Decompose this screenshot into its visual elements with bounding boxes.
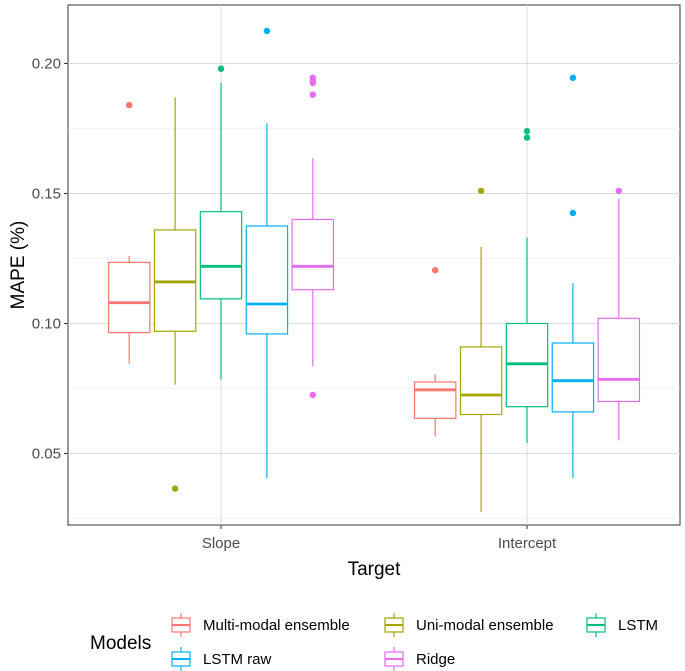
box-lstm-intercept bbox=[505, 127, 549, 444]
x-axis-title: Target bbox=[348, 559, 402, 580]
legend-label: LSTM raw bbox=[203, 651, 272, 668]
outlier-point-0 bbox=[126, 101, 133, 109]
y-axis-title: MAPE (%) bbox=[8, 221, 29, 310]
legend-item-uni-modal-ensemble: Uni-modal ensemble bbox=[384, 613, 554, 637]
box-lstm-raw-intercept bbox=[551, 74, 595, 479]
y-tick-label-1: 0.10 bbox=[32, 316, 61, 333]
box-lstm-raw-slope bbox=[245, 27, 289, 479]
y-axis: 0.05 0.10 0.15 0.20 bbox=[32, 56, 68, 463]
outlier-point-0 bbox=[217, 65, 225, 72]
outlier-point-1 bbox=[309, 91, 316, 98]
outlier-point-0 bbox=[477, 187, 485, 195]
box-ridge-intercept bbox=[597, 187, 641, 441]
x-tick-label-0: Slope bbox=[202, 535, 240, 552]
outlier-point-0 bbox=[309, 391, 316, 399]
box-body bbox=[413, 381, 457, 420]
outlier-point-0 bbox=[171, 485, 179, 492]
legend-title: Models bbox=[90, 633, 151, 654]
legend-label: LSTM bbox=[618, 617, 658, 634]
outlier-point-1 bbox=[569, 74, 577, 82]
outlier-point-0 bbox=[615, 187, 622, 195]
box-body bbox=[597, 317, 641, 403]
box-multi-modal-ensemble-intercept bbox=[413, 267, 457, 437]
y-tick-label-0: 0.05 bbox=[32, 446, 61, 463]
legend-item-lstm: LSTM bbox=[586, 613, 658, 637]
outlier-point-4 bbox=[309, 74, 316, 82]
box-body bbox=[199, 211, 243, 300]
y-tick-label-2: 0.15 bbox=[32, 186, 61, 203]
box-uni-modal-ensemble-slope bbox=[153, 97, 197, 492]
outlier-point-0 bbox=[569, 209, 577, 217]
outlier-point-0 bbox=[432, 267, 439, 274]
x-tick-label-1: Intercept bbox=[498, 535, 557, 552]
legend-label: Ridge bbox=[416, 651, 455, 668]
legend-item-ridge: Ridge bbox=[384, 647, 455, 671]
box-series bbox=[107, 27, 641, 512]
box-lstm-slope bbox=[199, 65, 243, 380]
outlier-point-0 bbox=[263, 27, 271, 35]
legend-item-multi-modal-ensemble: Multi-modal ensemble bbox=[171, 613, 350, 637]
legend-item-lstm-raw: LSTM raw bbox=[171, 647, 272, 671]
box-uni-modal-ensemble-intercept bbox=[459, 187, 503, 512]
box-body bbox=[459, 346, 503, 416]
legend: Models Multi-modal ensemble Uni-modal ens… bbox=[90, 613, 658, 671]
box-body bbox=[551, 342, 595, 413]
y-tick-label-3: 0.20 bbox=[32, 56, 61, 73]
box-ridge-slope bbox=[291, 74, 335, 399]
legend-label: Uni-modal ensemble bbox=[416, 617, 554, 634]
box-body bbox=[291, 218, 335, 291]
legend-label: Multi-modal ensemble bbox=[203, 617, 350, 634]
x-axis: Slope Intercept bbox=[202, 525, 557, 552]
box-body bbox=[107, 261, 151, 334]
box-multi-modal-ensemble-slope bbox=[107, 101, 151, 364]
outlier-point-0 bbox=[523, 134, 531, 141]
box-body bbox=[245, 225, 289, 335]
outlier-point-1 bbox=[523, 127, 531, 135]
